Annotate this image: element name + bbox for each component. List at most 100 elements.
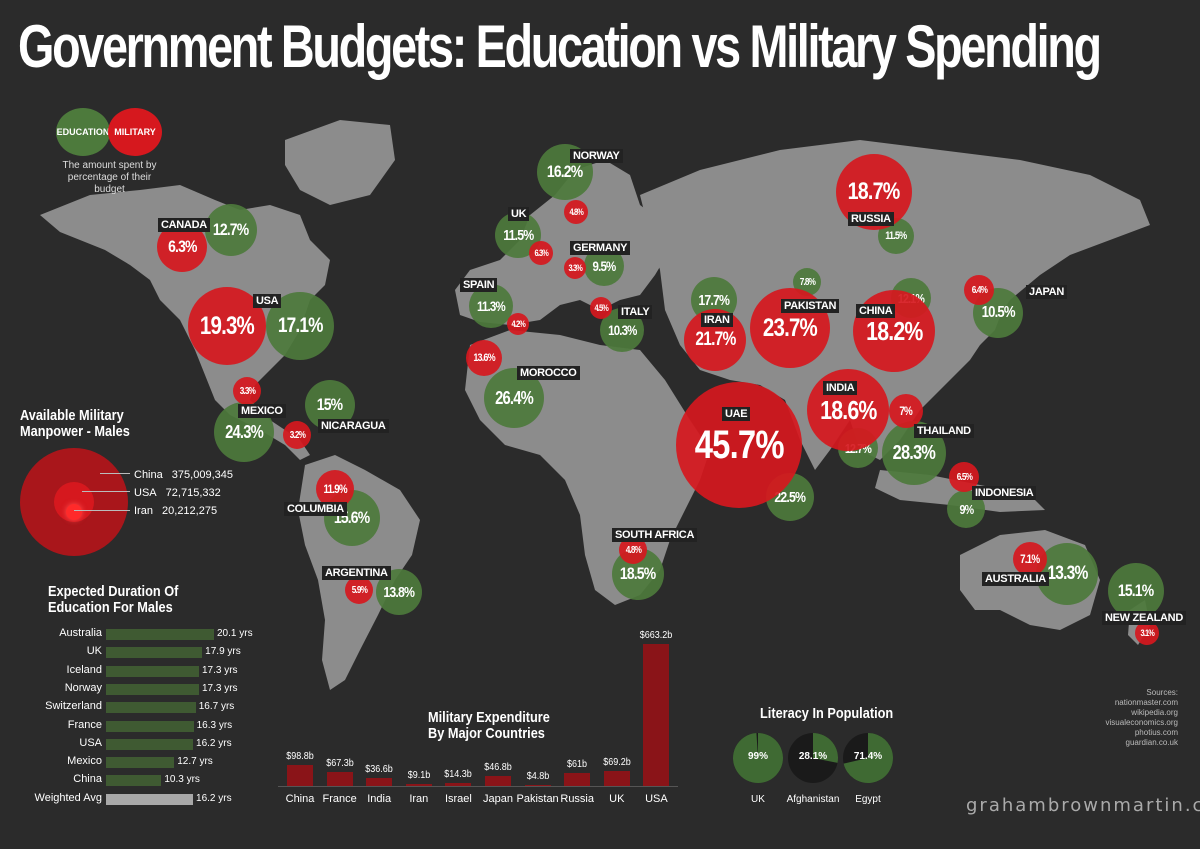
military-legend-label: MILITARY [114,127,156,137]
literacy-pie-afghanistan [788,733,838,783]
north-america-shape [40,185,330,460]
military-bar-iran [405,784,432,786]
pakistan-education-bubble-value: 7.8% [799,276,815,288]
literacy-pie-slice [843,733,893,783]
pakistan-military-bubble-value: 23.7% [762,313,818,342]
iran-label: IRAN [701,313,733,327]
argentina-label: ARGENTINA [322,566,391,580]
uk-education-bubble-value: 11.5% [502,226,534,244]
columbia-military-bubble: 11.9% [316,470,354,508]
canada-education-bubble-value: 12.7% [213,220,249,239]
japan-label: JAPAN [1026,285,1067,299]
manpower-value: 375,009,345 [168,469,233,481]
uk-label: UK [508,207,530,221]
military-chart-title-line2: By Major Countries [428,725,545,742]
uae-military-bubble-value: 45.7% [694,422,785,467]
duration-value-label: 12.7 yrs [177,756,213,768]
manpower-country: Iran [134,505,153,517]
usa-label: USA [253,294,282,308]
new-zealand-military-bubble: 3.1% [1135,621,1159,645]
germany-label: GERMANY [570,241,631,255]
duration-bar [106,665,199,677]
south-africa-military-bubble-value: 4.8% [625,544,641,556]
duration-country-label: USA [79,736,102,749]
manpower-value: 72,715,332 [162,487,221,499]
military-bar-category: Israel [444,793,472,805]
mexico-military-bubble: 3.3% [233,377,261,405]
india-military-bubble: 18.6% [807,369,889,451]
military-bar-pakistan [524,784,551,786]
usa-education-bubble-value: 17.1% [277,314,324,337]
duration-country-label: France [67,718,102,731]
spain-military-bubble-value: 4.2% [511,319,525,329]
military-bar-value: $69.2b [603,757,631,769]
literacy-pie-egypt [843,733,893,783]
columbia-label: COLUMBIA [284,502,347,516]
new-zealand-label: NEW ZEALAND [1102,611,1186,625]
manpower-item: China 375,009,345 [134,466,233,484]
nicaragua-military-bubble: 3.2% [283,421,311,449]
source-line: wikipedia.org [1131,708,1178,717]
duration-country-label: Mexico [67,755,102,768]
military-chart-title-line1: Military Expenditure [428,709,550,726]
duration-country-label: UK [86,645,102,658]
military-bar-india [366,778,393,786]
duration-value-label: 17.3 yrs [201,682,238,694]
duration-title: Expected Duration Of Education For Males [48,584,178,616]
duration-value-label: 16.2 yrs [196,737,232,749]
military-bar-category: France [322,793,357,805]
duration-country-label: China [73,773,102,786]
source-line: guardian.co.uk [1125,738,1178,747]
norway-military-bubble: 4.8% [564,200,588,224]
military-bar-china [287,764,313,786]
duration-chart: Australia 20.1 yrs UK 17.9 yrs Iceland 17.3 y… [0,627,300,817]
norway-military-bubble-value: 4.8% [569,207,583,217]
military-bar-value: $46.8b [484,761,512,773]
military-bar-category: USA [645,793,668,805]
duration-bar [106,683,199,695]
duration-country-label: Weighted Avg [34,791,102,804]
canada-military-bubble-value: 6.3% [167,237,197,256]
credit: grahambrownmartin.com [966,795,1200,816]
duration-country-label: Norway [64,681,102,694]
manpower-line-iran [74,510,130,511]
duration-value-label: 16.7 yrs [198,701,235,713]
thailand-education-bubble-value: 28.3% [892,441,936,464]
military-bar-uk [603,771,630,786]
morocco-military-bubble: 13.6% [466,340,502,376]
military-bar-value: $9.1b [407,770,431,782]
thailand-label: THAILAND [914,424,974,438]
canada-education-bubble: 12.7% [205,204,257,256]
literacy-pie-uk [733,733,783,783]
russia-education-bubble: 11.5% [878,218,914,254]
military-expenditure-chart: $98.8b China $67.3b France $36.6b India $9.1b I… [278,620,698,820]
mexico-education-bubble-value: 24.3% [225,421,264,442]
argentina-military-bubble-value: 5.9% [351,584,367,596]
duration-title-line1: Expected Duration Of [48,583,179,600]
germany-education-bubble-value: 9.5% [592,258,617,274]
canada-label: CANADA [158,218,210,232]
duration-bar [106,775,162,787]
military-bar-category: India [367,793,392,805]
india-label: INDIA [823,381,858,395]
military-bar-value: $14.3b [444,768,473,780]
manpower-country: China [134,469,163,481]
spain-label: SPAIN [460,278,498,292]
australia-label: AUSTRALIA [982,572,1049,586]
military-bar-value: $663.2b [640,630,673,641]
germany-military-bubble-value: 3.3% [568,263,582,273]
manpower-line-china [100,473,130,474]
south-africa-education-bubble-value: 18.5% [620,564,656,583]
spain-military-bubble: 4.2% [507,313,529,335]
australia-military-bubble: 7.1% [1013,542,1047,576]
duration-bar [106,793,194,805]
education-legend-label: EDUCATION [56,127,110,137]
military-bar-value: $67.3b [325,757,354,769]
duration-value-label: 16.3 yrs [196,719,233,731]
literacy-pie-slice [733,733,783,783]
literacy-chart: 99% UK 28.1% Afghanistan 71.4% Egypt [730,728,920,818]
military-bar-russia [564,772,591,786]
nicaragua-military-bubble-value: 3.2% [289,429,305,441]
duration-bar [106,757,175,769]
military-bar-value: $61b [567,758,588,770]
